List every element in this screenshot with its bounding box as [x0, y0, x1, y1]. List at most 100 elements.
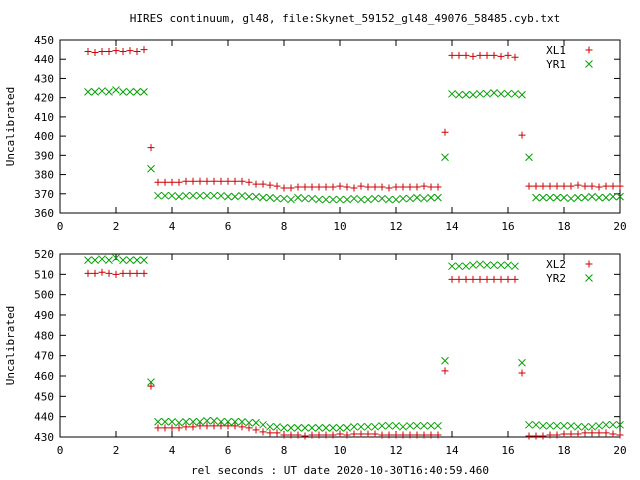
data-point — [371, 183, 379, 191]
data-point — [301, 194, 309, 203]
data-point — [126, 47, 134, 55]
data-point — [462, 262, 470, 271]
data-point — [322, 195, 330, 204]
data-point — [553, 193, 561, 202]
x-tick-label: 8 — [281, 444, 288, 457]
data-point — [168, 191, 176, 200]
data-point — [350, 430, 358, 438]
data-point — [189, 177, 197, 185]
data-point — [399, 183, 407, 191]
data-point — [455, 90, 463, 99]
y-tick-label: 440 — [34, 411, 54, 424]
data-point — [224, 417, 232, 426]
data-point — [567, 194, 575, 203]
data-point — [448, 89, 456, 98]
data-point — [462, 275, 470, 283]
x-tick-label: 4 — [169, 220, 176, 233]
data-point — [427, 431, 435, 439]
data-point — [441, 356, 449, 365]
data-point — [126, 88, 134, 96]
data-point — [441, 128, 449, 136]
legend-marker — [585, 60, 593, 68]
legend-marker — [585, 46, 593, 54]
data-point — [504, 89, 512, 98]
data-point — [147, 144, 155, 152]
data-point — [245, 424, 253, 432]
data-point — [119, 269, 127, 277]
data-point — [595, 429, 603, 437]
data-point — [245, 418, 253, 427]
y-tick-label: 450 — [34, 34, 54, 47]
data-point — [217, 177, 225, 185]
data-point — [518, 369, 526, 377]
x-tick-label: 20 — [613, 444, 626, 457]
data-point — [147, 378, 155, 386]
data-point — [378, 183, 386, 191]
y-tick-label: 520 — [34, 248, 54, 261]
data-point — [210, 191, 218, 200]
data-point — [574, 181, 582, 189]
data-point — [357, 422, 365, 431]
data-point — [511, 89, 519, 98]
data-point — [546, 431, 554, 439]
data-point — [224, 422, 232, 430]
data-point — [448, 51, 456, 59]
data-point — [154, 424, 162, 432]
data-point — [175, 178, 183, 186]
data-point — [119, 88, 127, 96]
y-tick-label: 410 — [34, 111, 54, 124]
data-point — [357, 195, 365, 204]
data-point — [406, 421, 414, 430]
data-point — [98, 87, 106, 95]
x-tick-label: 10 — [333, 444, 346, 457]
data-point — [406, 183, 414, 191]
x-tick-label: 6 — [225, 220, 232, 233]
data-point — [336, 430, 344, 438]
data-point — [609, 182, 617, 190]
data-point — [364, 430, 372, 438]
data-point — [588, 422, 596, 431]
data-point — [462, 90, 470, 99]
y-tick-label: 370 — [34, 188, 54, 201]
data-point — [322, 431, 330, 439]
data-point — [154, 178, 162, 186]
data-point — [140, 46, 148, 54]
data-point — [231, 422, 239, 430]
data-point — [91, 256, 99, 264]
data-point — [203, 191, 211, 200]
data-point — [161, 424, 169, 432]
data-point — [483, 89, 491, 98]
data-point — [434, 421, 442, 430]
data-point — [343, 423, 351, 432]
data-point — [511, 275, 519, 283]
data-point — [196, 177, 204, 185]
data-point — [182, 417, 190, 426]
series-YR2 — [84, 254, 624, 432]
data-point — [112, 86, 120, 94]
data-point — [504, 261, 512, 270]
x-tick-label: 12 — [389, 220, 402, 233]
data-point — [133, 88, 141, 96]
data-point — [336, 423, 344, 432]
data-point — [553, 421, 561, 430]
data-point — [609, 430, 617, 438]
data-point — [133, 269, 141, 277]
data-point — [371, 194, 379, 203]
data-point — [252, 192, 260, 201]
x-tick-label: 2 — [113, 444, 120, 457]
data-point — [420, 182, 428, 190]
x-tick-label: 4 — [169, 444, 176, 457]
data-point — [294, 193, 302, 202]
data-point — [378, 194, 386, 203]
data-point — [224, 177, 232, 185]
data-point — [203, 416, 211, 425]
series-XL2 — [84, 268, 624, 440]
y-tick-label: 460 — [34, 370, 54, 383]
data-point — [539, 182, 547, 190]
data-point — [504, 51, 512, 59]
data-point — [329, 195, 337, 204]
data-point — [308, 431, 316, 439]
data-point — [364, 422, 372, 431]
x-axis-label: rel seconds : UT date 2020-10-30T16:40:5… — [191, 464, 489, 477]
